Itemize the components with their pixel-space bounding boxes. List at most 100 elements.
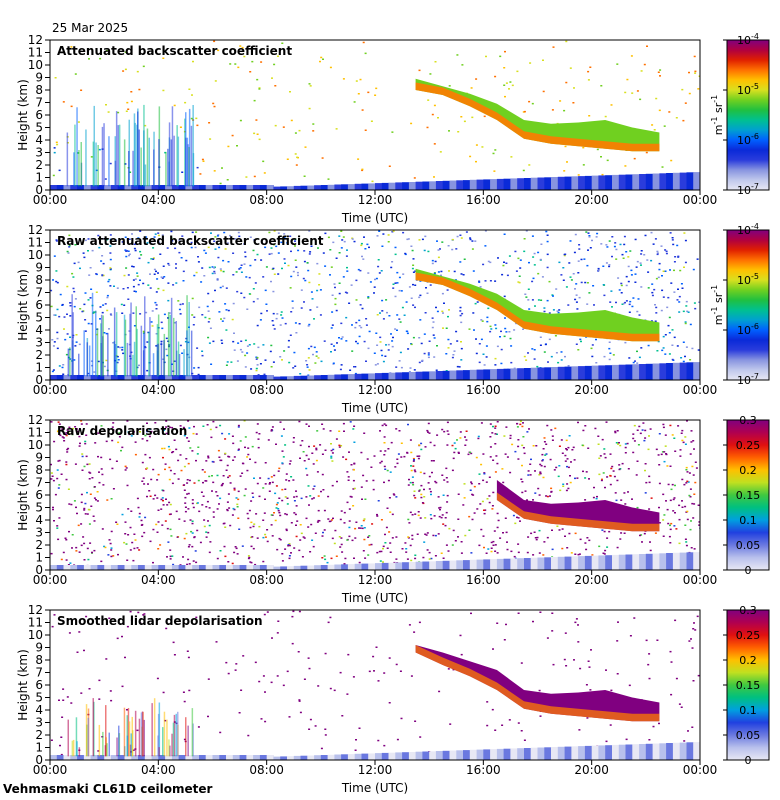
speckle-cell	[351, 238, 354, 240]
speckle-cell	[579, 338, 582, 341]
boundary-layer-cell	[456, 750, 464, 760]
speckle-cell	[155, 304, 158, 306]
speckle-cell	[277, 470, 280, 472]
speckle-cell	[517, 517, 520, 519]
boundary-layer-cell	[402, 182, 410, 190]
speckle-cell	[273, 63, 276, 66]
speckle-cell	[684, 524, 687, 526]
speckle-cell	[533, 531, 536, 533]
speckle-cell	[126, 250, 129, 252]
speckle-cell	[166, 504, 169, 506]
boundary-layer-cell	[341, 374, 349, 380]
boundary-layer-cell	[544, 747, 552, 760]
speckle-cell	[225, 364, 228, 366]
speckle-cell	[568, 435, 571, 437]
speckle-cell	[270, 524, 273, 526]
speckle-cell	[664, 353, 667, 355]
speckle-cell	[265, 266, 268, 268]
x-axis-label: Time (UTC)	[341, 211, 408, 225]
speckle-cell	[441, 241, 444, 243]
speckle-cell	[148, 456, 151, 459]
speckle-cell	[317, 509, 320, 512]
speckle-cell	[225, 661, 228, 664]
speckle-cell	[636, 362, 639, 364]
speckle-cell	[333, 345, 335, 347]
speckle-cell	[312, 353, 314, 356]
speckle-cell	[567, 304, 570, 306]
speckle-cell	[685, 482, 688, 484]
speckle-cell	[116, 361, 119, 364]
speckle-cell	[693, 493, 696, 495]
speckle-cell	[523, 238, 526, 240]
speckle-cell	[53, 151, 56, 154]
speckle-cell	[306, 364, 309, 366]
speckle-cell	[524, 490, 527, 492]
speckle-cell	[69, 315, 72, 317]
speckle-cell	[476, 508, 479, 510]
aerosol-column	[158, 702, 161, 757]
speckle-cell	[250, 561, 253, 564]
speckle-cell	[574, 288, 576, 290]
speckle-cell	[664, 249, 667, 251]
colorbar-ticks: 0.30.250.20.150.10.050	[723, 604, 760, 767]
aerosol-column	[157, 735, 159, 757]
boundary-layer-cell	[490, 749, 498, 760]
speckle-cell	[684, 321, 687, 323]
speckle-cell	[584, 281, 587, 284]
speckle-cell	[692, 680, 695, 682]
speckle-cell	[573, 459, 576, 461]
speckle-cell	[127, 431, 130, 433]
speckle-cell	[493, 170, 496, 172]
speckle-cell	[496, 462, 499, 465]
speckle-cell	[598, 545, 601, 548]
speckle-cell	[624, 165, 627, 167]
boundary-layer-cell	[686, 362, 694, 380]
speckle-cell	[142, 477, 145, 479]
speckle-cell	[315, 459, 318, 462]
speckle-cell	[367, 347, 370, 350]
speckle-cell	[387, 448, 390, 450]
speckle-cell	[684, 239, 687, 242]
speckle-cell	[340, 537, 343, 539]
speckle-cell	[433, 515, 436, 517]
boundary-layer-cell	[226, 755, 234, 760]
speckle-cell	[538, 529, 541, 532]
speckle-cell	[272, 312, 275, 315]
speckle-cell	[558, 445, 561, 447]
speckle-cell	[236, 506, 239, 508]
speckle-cell	[319, 314, 322, 316]
speckle-cell	[417, 457, 420, 460]
speckle-cell	[162, 289, 165, 292]
colorbar-tick-label: 0.05	[736, 539, 761, 552]
speckle-cell	[407, 536, 410, 538]
boundary-layer-cell	[97, 185, 105, 190]
speckle-cell	[502, 264, 505, 267]
speckle-cell	[386, 311, 388, 314]
speckle-cell	[281, 267, 283, 270]
boundary-layer-cell	[693, 172, 700, 190]
speckle-cell	[445, 327, 448, 329]
aerosol-column	[148, 331, 150, 377]
speckle-cell	[157, 287, 160, 290]
speckle-cell	[230, 361, 233, 363]
speckle-cell	[678, 542, 681, 545]
speckle-cell	[168, 448, 171, 451]
boundary-layer-cell	[442, 180, 450, 190]
speckle-cell	[546, 234, 549, 236]
colorbar-tick-label: 10-6	[737, 322, 759, 337]
speckle-cell	[640, 264, 642, 266]
speckle-cell	[379, 462, 382, 464]
speckle-cell	[565, 665, 568, 667]
speckle-cell	[56, 281, 59, 284]
boundary-layer-cell	[77, 565, 85, 570]
speckle-cell	[281, 450, 284, 452]
speckle-cell	[104, 178, 107, 180]
speckle-cell	[240, 264, 243, 266]
speckle-cell	[108, 617, 111, 619]
speckle-cell	[504, 453, 507, 455]
speckle-cell	[76, 428, 78, 430]
boundary-layer-cell	[598, 745, 606, 760]
speckle-cell	[396, 329, 398, 331]
speckle-cell	[96, 491, 99, 493]
speckle-cell	[408, 522, 411, 524]
